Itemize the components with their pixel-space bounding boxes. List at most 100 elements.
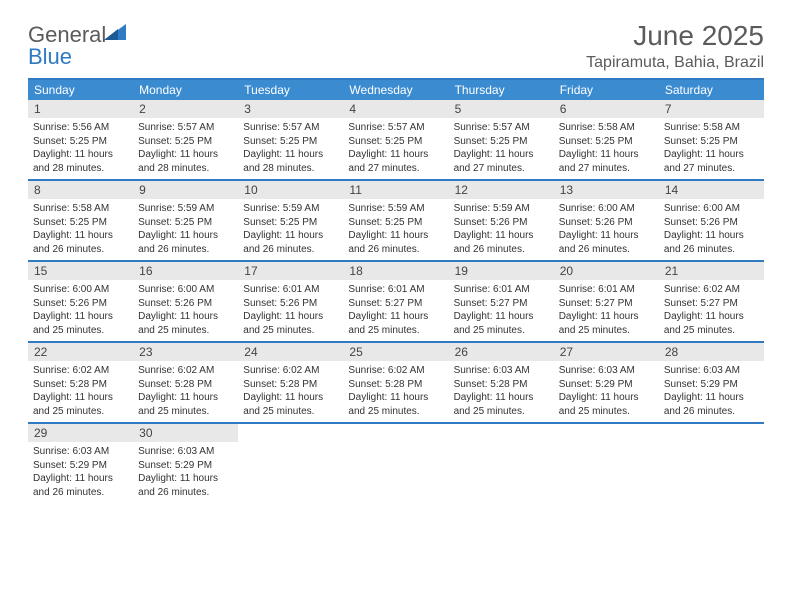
- sunrise-text: Sunrise: 5:58 AM: [33, 202, 128, 216]
- daylight-text: Daylight: 11 hours and 27 minutes.: [664, 148, 759, 175]
- day-number: 22: [28, 343, 133, 361]
- day-body: Sunrise: 6:03 AMSunset: 5:29 PMDaylight:…: [554, 361, 659, 418]
- daylight-text: Daylight: 11 hours and 26 minutes.: [138, 472, 233, 499]
- sunset-text: Sunset: 5:28 PM: [138, 378, 233, 392]
- day-cell: 20 Sunrise: 6:01 AMSunset: 5:27 PMDayligh…: [554, 262, 659, 341]
- sunset-text: Sunset: 5:27 PM: [664, 297, 759, 311]
- day-cell: 5Sunrise: 5:57 AMSunset: 5:25 PMDaylight…: [449, 100, 554, 179]
- logo-text: General Blue: [28, 20, 128, 68]
- day-body: Sunrise: 6:02 AMSunset: 5:27 PMDaylight:…: [659, 280, 764, 337]
- day-number: 10: [238, 181, 343, 199]
- sunrise-text: Sunrise: 6:03 AM: [33, 445, 128, 459]
- day-number: 6: [554, 100, 659, 118]
- day-cell: 12Sunrise: 5:59 AMSunset: 5:26 PMDayligh…: [449, 181, 554, 260]
- day-cell: 24Sunrise: 6:02 AMSunset: 5:28 PMDayligh…: [238, 343, 343, 422]
- day-body: Sunrise: 5:59 AMSunset: 5:25 PMDaylight:…: [133, 199, 238, 256]
- day-number: 8: [28, 181, 133, 199]
- sunrise-text: Sunrise: 6:03 AM: [664, 364, 759, 378]
- day-cell: 25Sunrise: 6:02 AMSunset: 5:28 PMDayligh…: [343, 343, 448, 422]
- sunrise-text: Sunrise: 5:57 AM: [138, 121, 233, 135]
- day-number: 11: [343, 181, 448, 199]
- day-body: Sunrise: 6:01 AMSunset: 5:27 PMDaylight:…: [343, 280, 448, 337]
- daylight-text: Daylight: 11 hours and 26 minutes.: [664, 229, 759, 256]
- sunrise-text: Sunrise: 5:58 AM: [664, 121, 759, 135]
- sunset-text: Sunset: 5:26 PM: [33, 297, 128, 311]
- day-number: 28: [659, 343, 764, 361]
- sunset-text: Sunset: 5:28 PM: [454, 378, 549, 392]
- days-of-week-row: Sunday Monday Tuesday Wednesday Thursday…: [28, 80, 764, 100]
- dow-thursday: Thursday: [449, 80, 554, 100]
- day-number: 18: [343, 262, 448, 280]
- day-cell: 17Sunrise: 6:01 AMSunset: 5:26 PMDayligh…: [238, 262, 343, 341]
- sunset-text: Sunset: 5:26 PM: [559, 216, 654, 230]
- day-number: 24: [238, 343, 343, 361]
- daylight-text: Daylight: 11 hours and 25 minutes.: [559, 310, 654, 337]
- sunset-text: Sunset: 5:28 PM: [33, 378, 128, 392]
- sunrise-text: Sunrise: 6:03 AM: [138, 445, 233, 459]
- day-body: Sunrise: 6:03 AMSunset: 5:29 PMDaylight:…: [659, 361, 764, 418]
- day-cell: 2Sunrise: 5:57 AMSunset: 5:25 PMDaylight…: [133, 100, 238, 179]
- sunset-text: Sunset: 5:25 PM: [454, 135, 549, 149]
- day-cell: 7Sunrise: 5:58 AMSunset: 5:25 PMDaylight…: [659, 100, 764, 179]
- day-body: Sunrise: 5:57 AMSunset: 5:25 PMDaylight:…: [238, 118, 343, 175]
- sunrise-text: Sunrise: 6:01 AM: [243, 283, 338, 297]
- day-body: Sunrise: 5:59 AMSunset: 5:26 PMDaylight:…: [449, 199, 554, 256]
- day-cell: [659, 424, 764, 503]
- sunset-text: Sunset: 5:29 PM: [33, 459, 128, 473]
- day-cell: 11Sunrise: 5:59 AMSunset: 5:25 PMDayligh…: [343, 181, 448, 260]
- calendar-page: General Blue June 2025 Tapiramuta, Bahia…: [0, 0, 792, 523]
- day-body: Sunrise: 6:02 AMSunset: 5:28 PMDaylight:…: [28, 361, 133, 418]
- day-number: 4: [343, 100, 448, 118]
- sunrise-text: Sunrise: 5:59 AM: [138, 202, 233, 216]
- sunrise-text: Sunrise: 5:57 AM: [454, 121, 549, 135]
- day-number: 20: [554, 262, 659, 280]
- sunrise-text: Sunrise: 5:58 AM: [559, 121, 654, 135]
- sunrise-text: Sunrise: 6:02 AM: [664, 283, 759, 297]
- sunrise-text: Sunrise: 6:03 AM: [454, 364, 549, 378]
- day-number: 5: [449, 100, 554, 118]
- day-number: 12: [449, 181, 554, 199]
- day-body: Sunrise: 6:03 AMSunset: 5:29 PMDaylight:…: [133, 442, 238, 499]
- day-number: 1: [28, 100, 133, 118]
- day-body: Sunrise: 5:57 AMSunset: 5:25 PMDaylight:…: [449, 118, 554, 175]
- daylight-text: Daylight: 11 hours and 26 minutes.: [33, 472, 128, 499]
- sunrise-text: Sunrise: 6:02 AM: [138, 364, 233, 378]
- day-body: Sunrise: 5:58 AMSunset: 5:25 PMDaylight:…: [554, 118, 659, 175]
- sunset-text: Sunset: 5:26 PM: [138, 297, 233, 311]
- sunset-text: Sunset: 5:25 PM: [33, 216, 128, 230]
- day-body: Sunrise: 6:02 AMSunset: 5:28 PMDaylight:…: [238, 361, 343, 418]
- daylight-text: Daylight: 11 hours and 25 minutes.: [454, 310, 549, 337]
- daylight-text: Daylight: 11 hours and 25 minutes.: [138, 310, 233, 337]
- sunrise-text: Sunrise: 6:01 AM: [559, 283, 654, 297]
- day-cell: 10Sunrise: 5:59 AMSunset: 5:25 PMDayligh…: [238, 181, 343, 260]
- week-row: 22Sunrise: 6:02 AMSunset: 5:28 PMDayligh…: [28, 343, 764, 424]
- daylight-text: Daylight: 11 hours and 26 minutes.: [348, 229, 443, 256]
- sunrise-text: Sunrise: 5:59 AM: [243, 202, 338, 216]
- daylight-text: Daylight: 11 hours and 27 minutes.: [348, 148, 443, 175]
- sunset-text: Sunset: 5:26 PM: [454, 216, 549, 230]
- day-body: Sunrise: 6:03 AMSunset: 5:28 PMDaylight:…: [449, 361, 554, 418]
- day-cell: 15Sunrise: 6:00 AMSunset: 5:26 PMDayligh…: [28, 262, 133, 341]
- sunrise-text: Sunrise: 5:59 AM: [348, 202, 443, 216]
- sail-icon: [104, 22, 128, 42]
- day-body: Sunrise: 5:59 AMSunset: 5:25 PMDaylight:…: [238, 199, 343, 256]
- daylight-text: Daylight: 11 hours and 25 minutes.: [454, 391, 549, 418]
- day-number: 21: [659, 262, 764, 280]
- day-number: 29: [28, 424, 133, 442]
- sunset-text: Sunset: 5:27 PM: [559, 297, 654, 311]
- day-body: Sunrise: 6:01 AMSunset: 5:26 PMDaylight:…: [238, 280, 343, 337]
- location: Tapiramuta, Bahia, Brazil: [586, 54, 764, 72]
- sunrise-text: Sunrise: 6:02 AM: [348, 364, 443, 378]
- calendar: Sunday Monday Tuesday Wednesday Thursday…: [28, 78, 764, 503]
- daylight-text: Daylight: 11 hours and 26 minutes.: [454, 229, 549, 256]
- day-number: 27: [554, 343, 659, 361]
- day-number: 2: [133, 100, 238, 118]
- logo: General Blue: [28, 20, 128, 68]
- sunset-text: Sunset: 5:26 PM: [243, 297, 338, 311]
- daylight-text: Daylight: 11 hours and 25 minutes.: [33, 310, 128, 337]
- day-cell: 4Sunrise: 5:57 AMSunset: 5:25 PMDaylight…: [343, 100, 448, 179]
- daylight-text: Daylight: 11 hours and 27 minutes.: [559, 148, 654, 175]
- dow-tuesday: Tuesday: [238, 80, 343, 100]
- sunset-text: Sunset: 5:25 PM: [243, 216, 338, 230]
- day-cell: 19Sunrise: 6:01 AMSunset: 5:27 PMDayligh…: [449, 262, 554, 341]
